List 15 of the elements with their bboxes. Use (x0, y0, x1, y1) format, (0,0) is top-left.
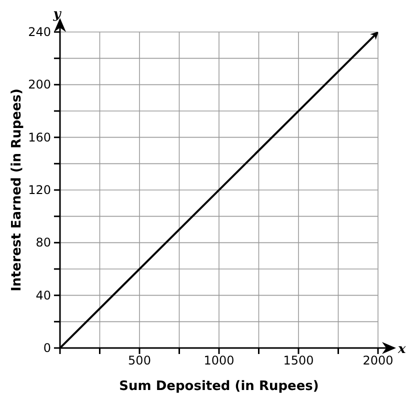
x-tick-label: 1500 (283, 354, 314, 368)
y-axis-title: Interest Earned (in Rupees) (10, 88, 25, 292)
y-tick-label: 0 (43, 341, 51, 355)
x-axis-title: Sum Deposited (in Rupees) (119, 379, 319, 394)
y-tick-label: 160 (28, 130, 51, 144)
y-tick-label: 200 (28, 78, 51, 92)
text: y (52, 7, 62, 22)
x-tick-label: 1000 (204, 354, 234, 368)
y-tick-label: 80 (36, 236, 51, 250)
x-tick-label: 500 (128, 354, 151, 368)
y-tick-label: 120 (28, 183, 51, 197)
y-tick-label: 40 (36, 288, 51, 302)
text: x (397, 342, 406, 357)
y-tick-label: 240 (28, 25, 51, 39)
x-tick-label: 2000 (362, 354, 394, 368)
